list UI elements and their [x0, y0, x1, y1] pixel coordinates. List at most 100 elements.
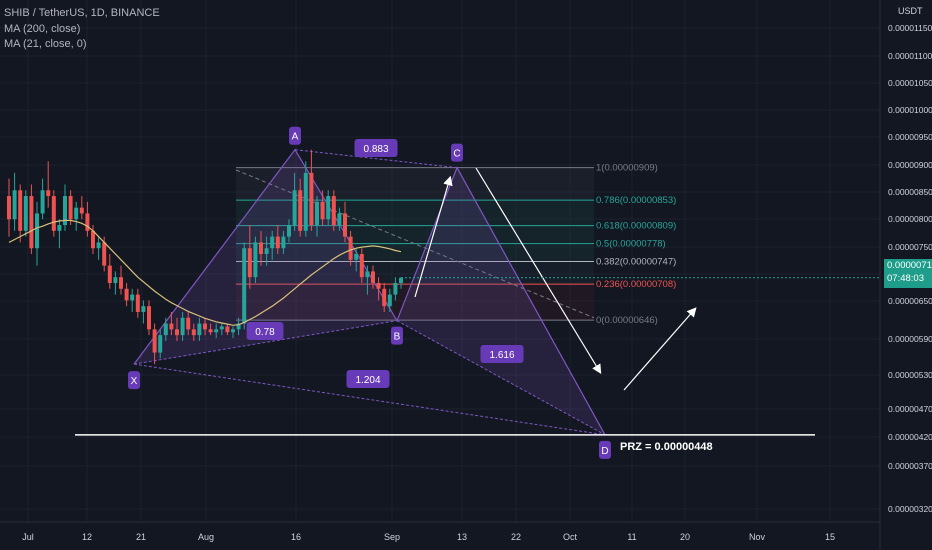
fib-level-label: 1(0.00000909) [596, 163, 658, 174]
xb-line [133, 320, 398, 365]
fib-level-label: 0.5(0.00000778) [596, 239, 666, 250]
candle [259, 230, 263, 266]
candle [348, 230, 353, 266]
candle [23, 190, 28, 237]
candle-body [326, 196, 331, 220]
candle-body [309, 172, 314, 226]
candle-body [147, 306, 151, 330]
candle-body [102, 242, 107, 266]
point-label-box [391, 326, 403, 345]
candle-body [74, 207, 79, 220]
candle-body [298, 190, 303, 231]
fib-zone [236, 284, 594, 321]
x-tick-label: Sep [384, 532, 400, 542]
x-tick-label: 16 [291, 532, 301, 542]
y-tick-label: 0.00001100 [888, 51, 932, 61]
candle-body [18, 190, 23, 231]
candle [214, 323, 219, 339]
ratio-label-box [346, 370, 390, 388]
candle [219, 323, 224, 336]
candle [208, 323, 213, 336]
candle [186, 311, 191, 336]
candle-body [107, 265, 112, 283]
candle-body [253, 242, 258, 278]
projection-arrow [623, 307, 697, 391]
candle-body [382, 288, 387, 307]
x-tick-label: 20 [680, 532, 690, 542]
candle [376, 277, 381, 301]
candle-body [337, 213, 342, 226]
bcd-triangle [397, 167, 605, 435]
candle [320, 190, 325, 226]
x-tick-label: 12 [82, 532, 92, 542]
last-price-tag: 0.00000719 07:48:03 [884, 259, 932, 288]
fib-level-label: 0.382(0.00000747) [596, 257, 676, 268]
ratio-label: 0.78 [255, 327, 275, 338]
fib-level-label: 0(0.00000646) [596, 315, 658, 326]
candle-body [214, 329, 219, 333]
candle [169, 311, 174, 336]
candle-body [387, 294, 392, 307]
candle-body [68, 196, 73, 220]
y-tick-label: 0.00000750 [888, 242, 932, 252]
candle-body [63, 196, 67, 226]
candle-body [180, 317, 185, 336]
candle [326, 190, 331, 226]
projection-arrow [414, 175, 453, 298]
candle [236, 317, 241, 336]
candle-body [40, 190, 45, 214]
candle [270, 230, 275, 260]
candle [51, 190, 56, 237]
candle [371, 265, 375, 289]
candle-body [343, 213, 347, 237]
candle-body [85, 213, 90, 231]
y-tick-label: 0.00000370 [888, 461, 932, 471]
candles [7, 149, 403, 365]
candle [74, 201, 79, 231]
ratio-label: 1.616 [489, 350, 514, 361]
candle [107, 254, 112, 289]
candle [247, 225, 252, 289]
x-tick-label: Oct [563, 532, 578, 542]
ratio-label: 0.883 [363, 144, 388, 155]
candle-body [376, 282, 381, 289]
candle-body [135, 294, 140, 312]
candle [281, 230, 286, 255]
pattern-point-label: B [394, 332, 401, 343]
candle [393, 277, 398, 301]
candle [191, 323, 196, 341]
ma200-label[interactable]: MA (200, close) [4, 22, 81, 35]
y-tick-label: 0.00000420 [888, 432, 932, 442]
y-tick-label: 0.00000470 [888, 404, 932, 414]
x-tick-label: Aug [198, 532, 214, 542]
ac-line [294, 149, 458, 169]
candle-body [163, 323, 168, 336]
candle [35, 201, 39, 266]
symbol-title[interactable]: SHIB / TetherUS, 1D, BINANCE [4, 7, 160, 19]
candle [46, 161, 51, 208]
candle [231, 326, 235, 339]
y-tick-label: 0.00000590 [888, 334, 932, 344]
chart-legend: SHIB / TetherUS, 1D, BINANCE MA (200, cl… [4, 6, 160, 53]
y-tick-label: 0.00001000 [888, 105, 932, 115]
candle-body [219, 326, 224, 330]
candle [163, 317, 168, 341]
candle-body [236, 323, 241, 330]
candle [152, 323, 157, 365]
candle [96, 236, 101, 260]
candle-body [315, 201, 319, 226]
ma21-label[interactable]: MA (21, close, 0) [4, 38, 87, 50]
candle-body [124, 288, 129, 301]
pattern-point-label: C [453, 149, 460, 160]
candle-body [197, 323, 202, 336]
y-tick-label: 0.00000650 [888, 296, 932, 306]
candle-body [354, 254, 359, 260]
candle [147, 300, 151, 336]
candle [175, 317, 179, 341]
x-tick-label: 13 [457, 532, 467, 542]
candle-body [371, 271, 375, 283]
candle [275, 225, 280, 255]
candle [354, 248, 359, 272]
